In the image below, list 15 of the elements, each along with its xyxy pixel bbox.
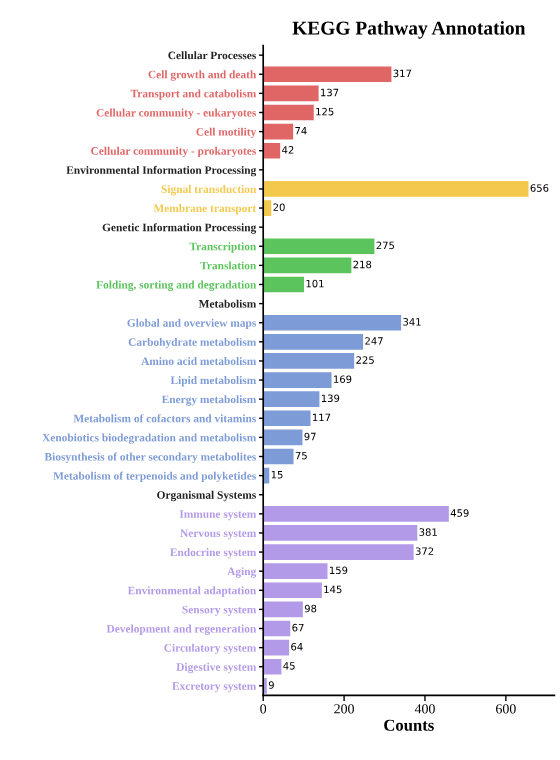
bar: [263, 238, 375, 255]
bar: [263, 601, 303, 618]
bar: [263, 620, 291, 637]
bar: [263, 66, 392, 83]
bar: [263, 429, 303, 446]
bar: [263, 639, 290, 656]
bar: [263, 123, 294, 140]
bar: [263, 85, 319, 102]
bar: [263, 104, 314, 121]
bar: [263, 276, 305, 293]
bar: [263, 257, 352, 274]
bar: [263, 142, 281, 159]
chart-title: KEGG Pathway Annotation: [292, 21, 526, 39]
x-axis-title: Counts: [384, 719, 434, 731]
bar: [263, 448, 294, 465]
